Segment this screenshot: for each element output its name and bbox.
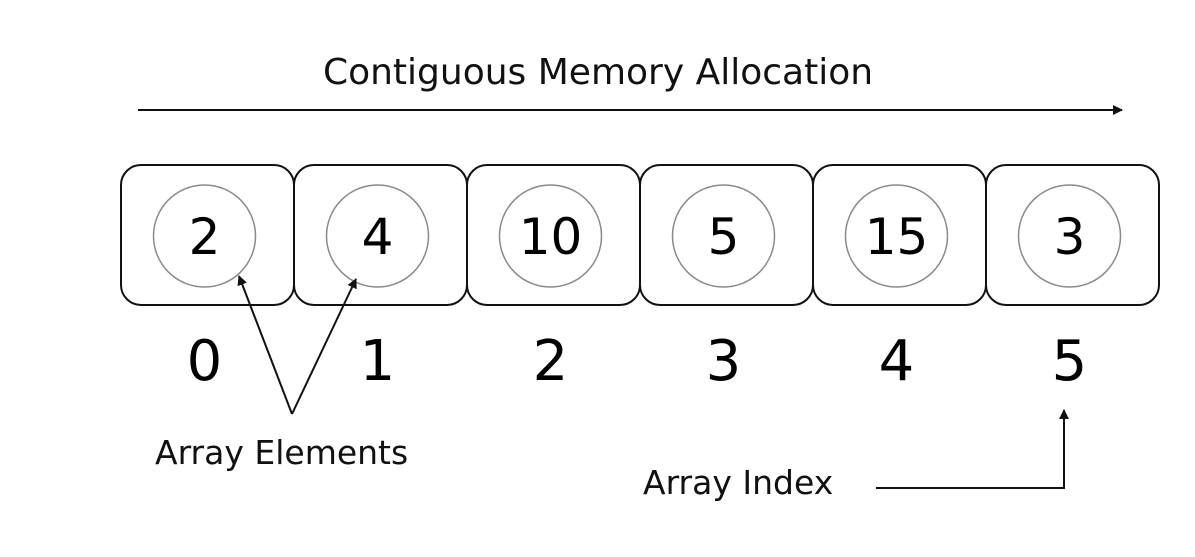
array-index-0: 0 <box>187 329 223 394</box>
elements-pointer-line-0 <box>237 275 293 415</box>
diagram-title: Contiguous Memory Allocation <box>323 52 873 93</box>
index-pointer-line <box>876 409 1069 489</box>
array-index-2: 2 <box>533 329 569 394</box>
element-value: 3 <box>1054 208 1086 266</box>
element-circle <box>152 184 257 288</box>
array-indices: 0 1 2 3 4 5 <box>187 329 1088 394</box>
element-circle <box>498 184 603 288</box>
element-circle <box>844 184 949 288</box>
array-elements-label: Array Elements <box>155 433 408 472</box>
element-value: 10 <box>519 208 583 266</box>
element-value: 5 <box>708 208 740 266</box>
array-cell-4: 15 <box>812 164 987 306</box>
array-cell-3: 5 <box>639 164 814 306</box>
array-cell-0: 2 <box>120 164 295 306</box>
array-cell-1: 4 <box>293 164 468 306</box>
array-cell-5: 3 <box>985 164 1160 306</box>
elements-pointer-line-1 <box>291 278 357 415</box>
array-cells: 2 4 10 5 15 3 <box>120 164 1160 306</box>
element-value: 4 <box>362 208 394 266</box>
element-circle <box>325 184 430 288</box>
element-value: 2 <box>189 208 221 266</box>
array-index-3: 3 <box>706 329 742 394</box>
element-circle <box>1017 184 1122 288</box>
array-index-4: 4 <box>879 329 915 394</box>
element-circle <box>671 184 776 288</box>
array-index-1: 1 <box>360 329 396 394</box>
array-index-5: 5 <box>1052 329 1088 394</box>
array-index-label: Array Index <box>643 463 833 502</box>
array-cell-2: 10 <box>466 164 641 306</box>
element-value: 15 <box>865 208 929 266</box>
